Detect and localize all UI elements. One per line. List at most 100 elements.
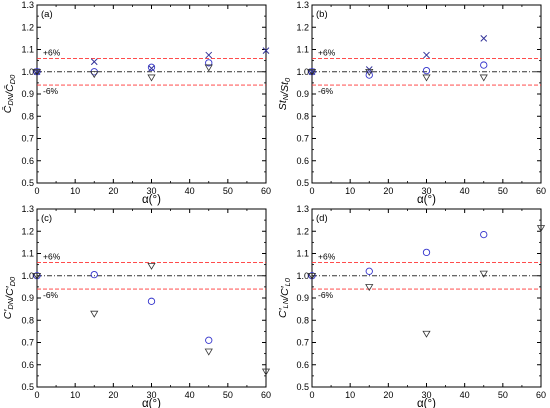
x-tick-label: 60 — [536, 390, 546, 400]
data-point-cross — [423, 51, 430, 59]
x-tick-label: 50 — [498, 390, 508, 400]
data-point-triangle — [147, 74, 156, 82]
x-tick-label: 10 — [70, 186, 80, 196]
data-point-triangle — [32, 68, 42, 76]
y-tick-label: 0.9 — [296, 293, 309, 303]
y-tick-label: 0.5 — [21, 382, 34, 392]
data-point-triangle — [90, 310, 99, 318]
y-axis-label: C̄DN/C̄D0 — [1, 74, 17, 113]
y-tick-label: 0.5 — [296, 178, 309, 188]
data-point-triangle — [422, 74, 431, 82]
data-point-circle — [480, 230, 488, 239]
data-point-triangle — [147, 262, 156, 270]
y-tick-label: 0.6 — [21, 360, 34, 370]
y-tick-label: 0.8 — [21, 315, 34, 325]
data-point-circle — [90, 270, 98, 279]
y-axis-label: StN/St0 — [277, 77, 292, 110]
data-point-triangle — [307, 68, 317, 76]
data-point-triangle — [90, 71, 99, 79]
x-tick-label: 20 — [383, 390, 393, 400]
x-tick-label: 40 — [460, 390, 470, 400]
data-point-triangle — [365, 68, 374, 76]
data-point-triangle — [536, 225, 546, 233]
y-tick-label: 0.7 — [21, 134, 34, 144]
panel-3: 0 10 20 30 40 50 60 0.5 0.6 0.7 0.8 0.9 1.0 1.1 1.2 1.3… — [2, 204, 271, 408]
data-point-triangle — [204, 348, 213, 356]
data-point-triangle — [365, 284, 374, 292]
x-tick-label: 30 — [421, 390, 431, 400]
y-axis-label: C′DN/C′D0 — [2, 276, 17, 319]
y-tick-label: 1.1 — [296, 45, 309, 55]
tolerance-label: +6% — [43, 47, 61, 57]
x-tick-label: 0 — [34, 390, 39, 400]
data-point-circle — [147, 297, 156, 305]
y-tick-label: 1.2 — [296, 22, 309, 32]
data-point-triangle — [479, 270, 488, 278]
data-point-circle — [365, 267, 373, 275]
y-tick-label: 0.8 — [296, 111, 309, 121]
x-tick-label: 0 — [34, 186, 39, 196]
data-point-triangle — [204, 64, 213, 72]
y-tick-label: 0.5 — [296, 382, 309, 392]
data-point-circle — [365, 71, 373, 79]
y-tick-label: 1.3 — [21, 204, 34, 214]
tolerance-label: -6% — [318, 290, 334, 300]
x-axis-label: α(°) — [142, 398, 161, 408]
x-axis-label: α(°) — [417, 398, 436, 408]
y-tick-label: 0.6 — [296, 156, 309, 166]
y-tick-label: 1.2 — [21, 226, 34, 236]
y-tick-label: 1.3 — [296, 204, 309, 214]
data-point-cross — [262, 47, 270, 54]
x-tick-label: 30 — [146, 186, 156, 196]
data-point-circle — [147, 63, 156, 71]
x-tick-label: 20 — [108, 390, 118, 400]
y-tick-label: 0.7 — [21, 338, 34, 348]
y-tick-label: 0.8 — [21, 111, 34, 121]
data-point-cross — [90, 58, 98, 66]
data-point-circle — [422, 66, 431, 75]
y-tick-label: 0.6 — [21, 156, 34, 166]
y-tick-label: 1.0 — [21, 67, 34, 77]
y-tick-label: 1.0 — [296, 67, 309, 77]
tolerance-label: +6% — [43, 251, 61, 261]
x-tick-label: 0 — [309, 390, 314, 400]
y-tick-label: 1.1 — [21, 249, 34, 259]
y-tick-label: 1.2 — [296, 226, 309, 236]
data-point-triangle — [261, 368, 271, 376]
tolerance-label: +6% — [318, 251, 336, 261]
y-tick-label: 0.9 — [21, 89, 34, 99]
plot-frame — [311, 208, 542, 388]
y-tick-label: 0.7 — [296, 134, 309, 144]
y-tick-label: 0.6 — [296, 360, 309, 370]
data-point-circle — [480, 61, 488, 69]
plot-frame — [36, 4, 267, 184]
x-tick-label: 0 — [309, 186, 314, 196]
y-tick-label: 1.3 — [21, 0, 34, 10]
data-point-triangle — [479, 74, 488, 82]
y-tick-label: 1.1 — [296, 249, 309, 259]
y-tick-label: 1.1 — [21, 45, 34, 55]
x-axis-label: α(°) — [142, 194, 161, 206]
x-tick-label: 40 — [185, 390, 195, 400]
y-tick-label: 0.9 — [21, 293, 34, 303]
y-tick-label: 0.7 — [296, 338, 309, 348]
x-tick-label: 30 — [421, 186, 431, 196]
x-tick-label: 10 — [345, 186, 355, 196]
panel-label: (a) — [41, 9, 53, 20]
panel-label: (d) — [316, 213, 328, 224]
y-axis-label: C′LN/C′L0 — [277, 277, 292, 318]
tolerance-label: -6% — [43, 86, 59, 96]
x-tick-label: 40 — [185, 186, 195, 196]
data-point-circle — [422, 248, 431, 257]
x-tick-label: 30 — [146, 390, 156, 400]
y-tick-label: 0.5 — [21, 178, 34, 188]
x-tick-label: 20 — [108, 186, 118, 196]
tolerance-label: -6% — [43, 290, 59, 300]
x-tick-label: 60 — [536, 186, 546, 196]
panel-label: (b) — [316, 9, 328, 20]
data-point-circle — [205, 59, 213, 67]
data-point-cross — [205, 51, 213, 59]
x-tick-label: 40 — [460, 186, 470, 196]
x-tick-label: 60 — [261, 186, 271, 196]
y-tick-label: 0.8 — [296, 315, 309, 325]
